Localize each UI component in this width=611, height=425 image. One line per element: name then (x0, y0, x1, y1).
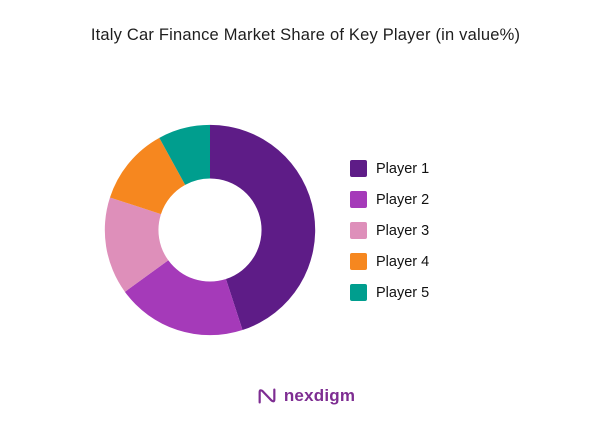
legend-label-player-3: Player 3 (376, 222, 430, 239)
donut-segment-player-3 (104, 197, 169, 292)
legend-swatch-player-1 (350, 160, 367, 177)
brand-footer: nexdigm (0, 385, 611, 407)
legend: Player 1 Player 2 Player 3 Player 4 Play… (350, 160, 429, 301)
legend-swatch-player-5 (350, 284, 367, 301)
donut-segment-player-1 (210, 124, 316, 331)
legend-item-player-1: Player 1 (350, 160, 429, 177)
legend-label-player-1: Player 1 (376, 160, 430, 177)
legend-label-player-4: Player 4 (376, 253, 430, 270)
legend-label-player-2: Player 2 (376, 191, 430, 208)
donut-segment-player-5 (159, 124, 210, 185)
chart-title: Italy Car Finance Market Share of Key Pl… (90, 26, 521, 44)
legend-swatch-player-4 (350, 253, 367, 270)
legend-swatch-player-3 (350, 222, 367, 239)
nexdigm-logo-icon (258, 388, 276, 404)
donut-segment-player-2 (124, 260, 243, 336)
legend-item-player-5: Player 5 (350, 284, 429, 301)
legend-swatch-player-2 (350, 191, 367, 208)
donut-chart (104, 124, 316, 336)
donut-chart-area (98, 118, 322, 342)
nexdigm-logo-text: nexdigm (283, 386, 356, 405)
legend-item-player-2: Player 2 (350, 191, 429, 208)
legend-label-player-5: Player 5 (376, 284, 430, 301)
legend-item-player-3: Player 3 (350, 222, 429, 239)
legend-item-player-4: Player 4 (350, 253, 429, 270)
donut-segment-player-4 (109, 137, 186, 215)
